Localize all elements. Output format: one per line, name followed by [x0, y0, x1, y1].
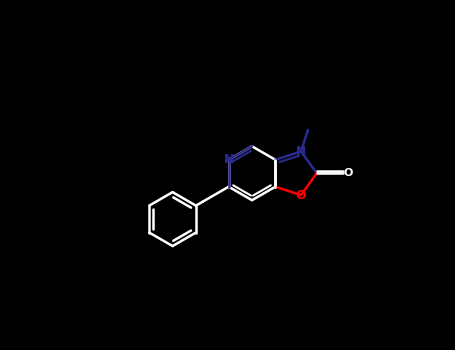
Text: N: N [223, 153, 234, 166]
Text: O: O [343, 168, 353, 178]
Text: N: N [296, 145, 306, 158]
Text: O: O [296, 189, 306, 202]
